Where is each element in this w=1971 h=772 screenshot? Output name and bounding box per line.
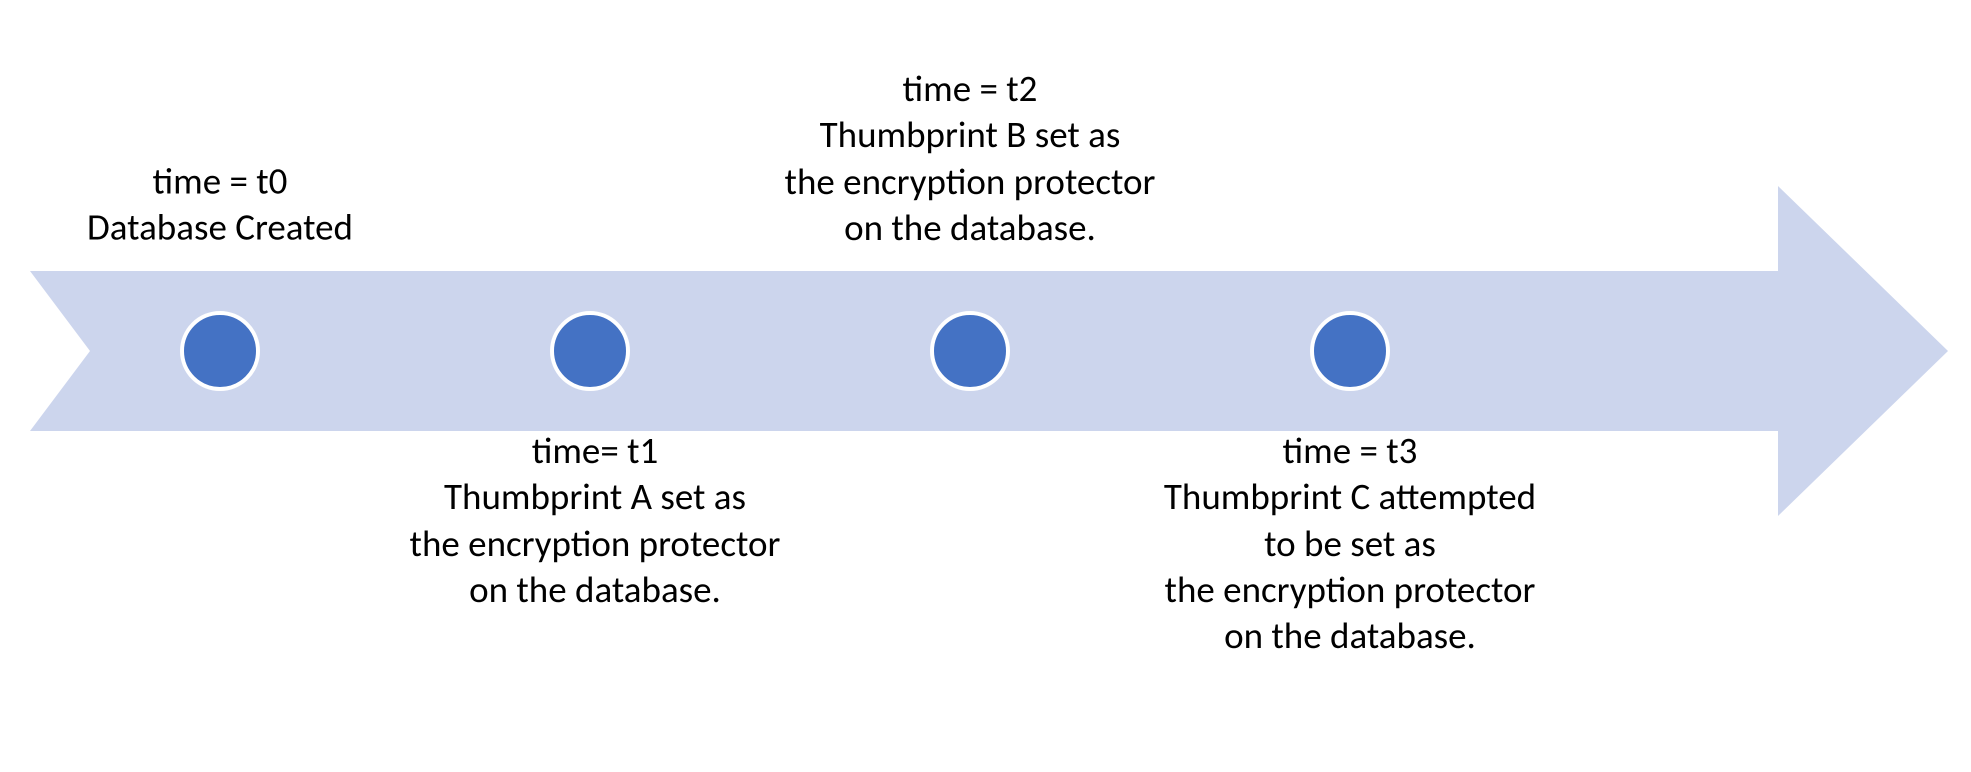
timeline-marker-t2 — [930, 311, 1010, 391]
timeline-label-t0: time = t0 Database Created — [50, 159, 390, 252]
timeline-arrow-bar — [30, 271, 1778, 431]
timeline-arrow-head — [1778, 186, 1948, 516]
timeline-marker-t0 — [180, 311, 260, 391]
timeline-label-t1: time= t1 Thumbprint A set as the encrypt… — [370, 428, 820, 613]
timeline-marker-t1 — [550, 311, 630, 391]
timeline-marker-t3 — [1310, 311, 1390, 391]
timeline-label-t3: time = t3 Thumbprint C attempted to be s… — [1110, 428, 1590, 659]
timeline-arrow-tail-notch — [30, 271, 90, 431]
timeline-label-t2: time = t2 Thumbprint B set as the encryp… — [745, 66, 1195, 251]
